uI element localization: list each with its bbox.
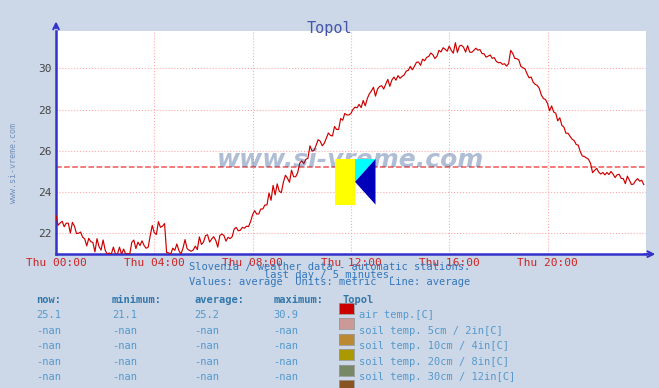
- Text: soil temp. 5cm / 2in[C]: soil temp. 5cm / 2in[C]: [359, 326, 503, 336]
- Text: -nan: -nan: [112, 341, 137, 352]
- Text: www.si-vreme.com: www.si-vreme.com: [217, 149, 484, 172]
- Text: -nan: -nan: [194, 372, 219, 383]
- Text: soil temp. 20cm / 8in[C]: soil temp. 20cm / 8in[C]: [359, 357, 509, 367]
- Text: last day / 5 minutes.: last day / 5 minutes.: [264, 270, 395, 280]
- Text: Slovenia / weather data - automatic stations.: Slovenia / weather data - automatic stat…: [189, 262, 470, 272]
- Text: -nan: -nan: [273, 357, 299, 367]
- Text: -nan: -nan: [273, 326, 299, 336]
- Polygon shape: [355, 159, 376, 182]
- Text: soil temp. 30cm / 12in[C]: soil temp. 30cm / 12in[C]: [359, 372, 515, 383]
- Text: now:: now:: [36, 295, 61, 305]
- Text: Topol: Topol: [306, 21, 353, 36]
- Text: -nan: -nan: [112, 372, 137, 383]
- Text: -nan: -nan: [36, 326, 61, 336]
- Text: 21.1: 21.1: [112, 310, 137, 320]
- Bar: [335, 159, 355, 204]
- Text: air temp.[C]: air temp.[C]: [359, 310, 434, 320]
- Text: -nan: -nan: [36, 341, 61, 352]
- Text: -nan: -nan: [194, 326, 219, 336]
- Text: average:: average:: [194, 295, 244, 305]
- Text: www.si-vreme.com: www.si-vreme.com: [9, 123, 18, 203]
- Text: -nan: -nan: [36, 357, 61, 367]
- Text: minimum:: minimum:: [112, 295, 162, 305]
- Text: -nan: -nan: [112, 326, 137, 336]
- Text: Values: average  Units: metric  Line: average: Values: average Units: metric Line: aver…: [189, 277, 470, 288]
- Polygon shape: [355, 159, 376, 204]
- Text: -nan: -nan: [194, 357, 219, 367]
- Text: soil temp. 10cm / 4in[C]: soil temp. 10cm / 4in[C]: [359, 341, 509, 352]
- Text: maximum:: maximum:: [273, 295, 324, 305]
- Text: 25.1: 25.1: [36, 310, 61, 320]
- Text: -nan: -nan: [36, 372, 61, 383]
- Text: -nan: -nan: [194, 341, 219, 352]
- Text: -nan: -nan: [112, 357, 137, 367]
- Text: -nan: -nan: [273, 341, 299, 352]
- Text: 30.9: 30.9: [273, 310, 299, 320]
- Text: -nan: -nan: [273, 372, 299, 383]
- Text: Topol: Topol: [343, 295, 374, 305]
- Text: 25.2: 25.2: [194, 310, 219, 320]
